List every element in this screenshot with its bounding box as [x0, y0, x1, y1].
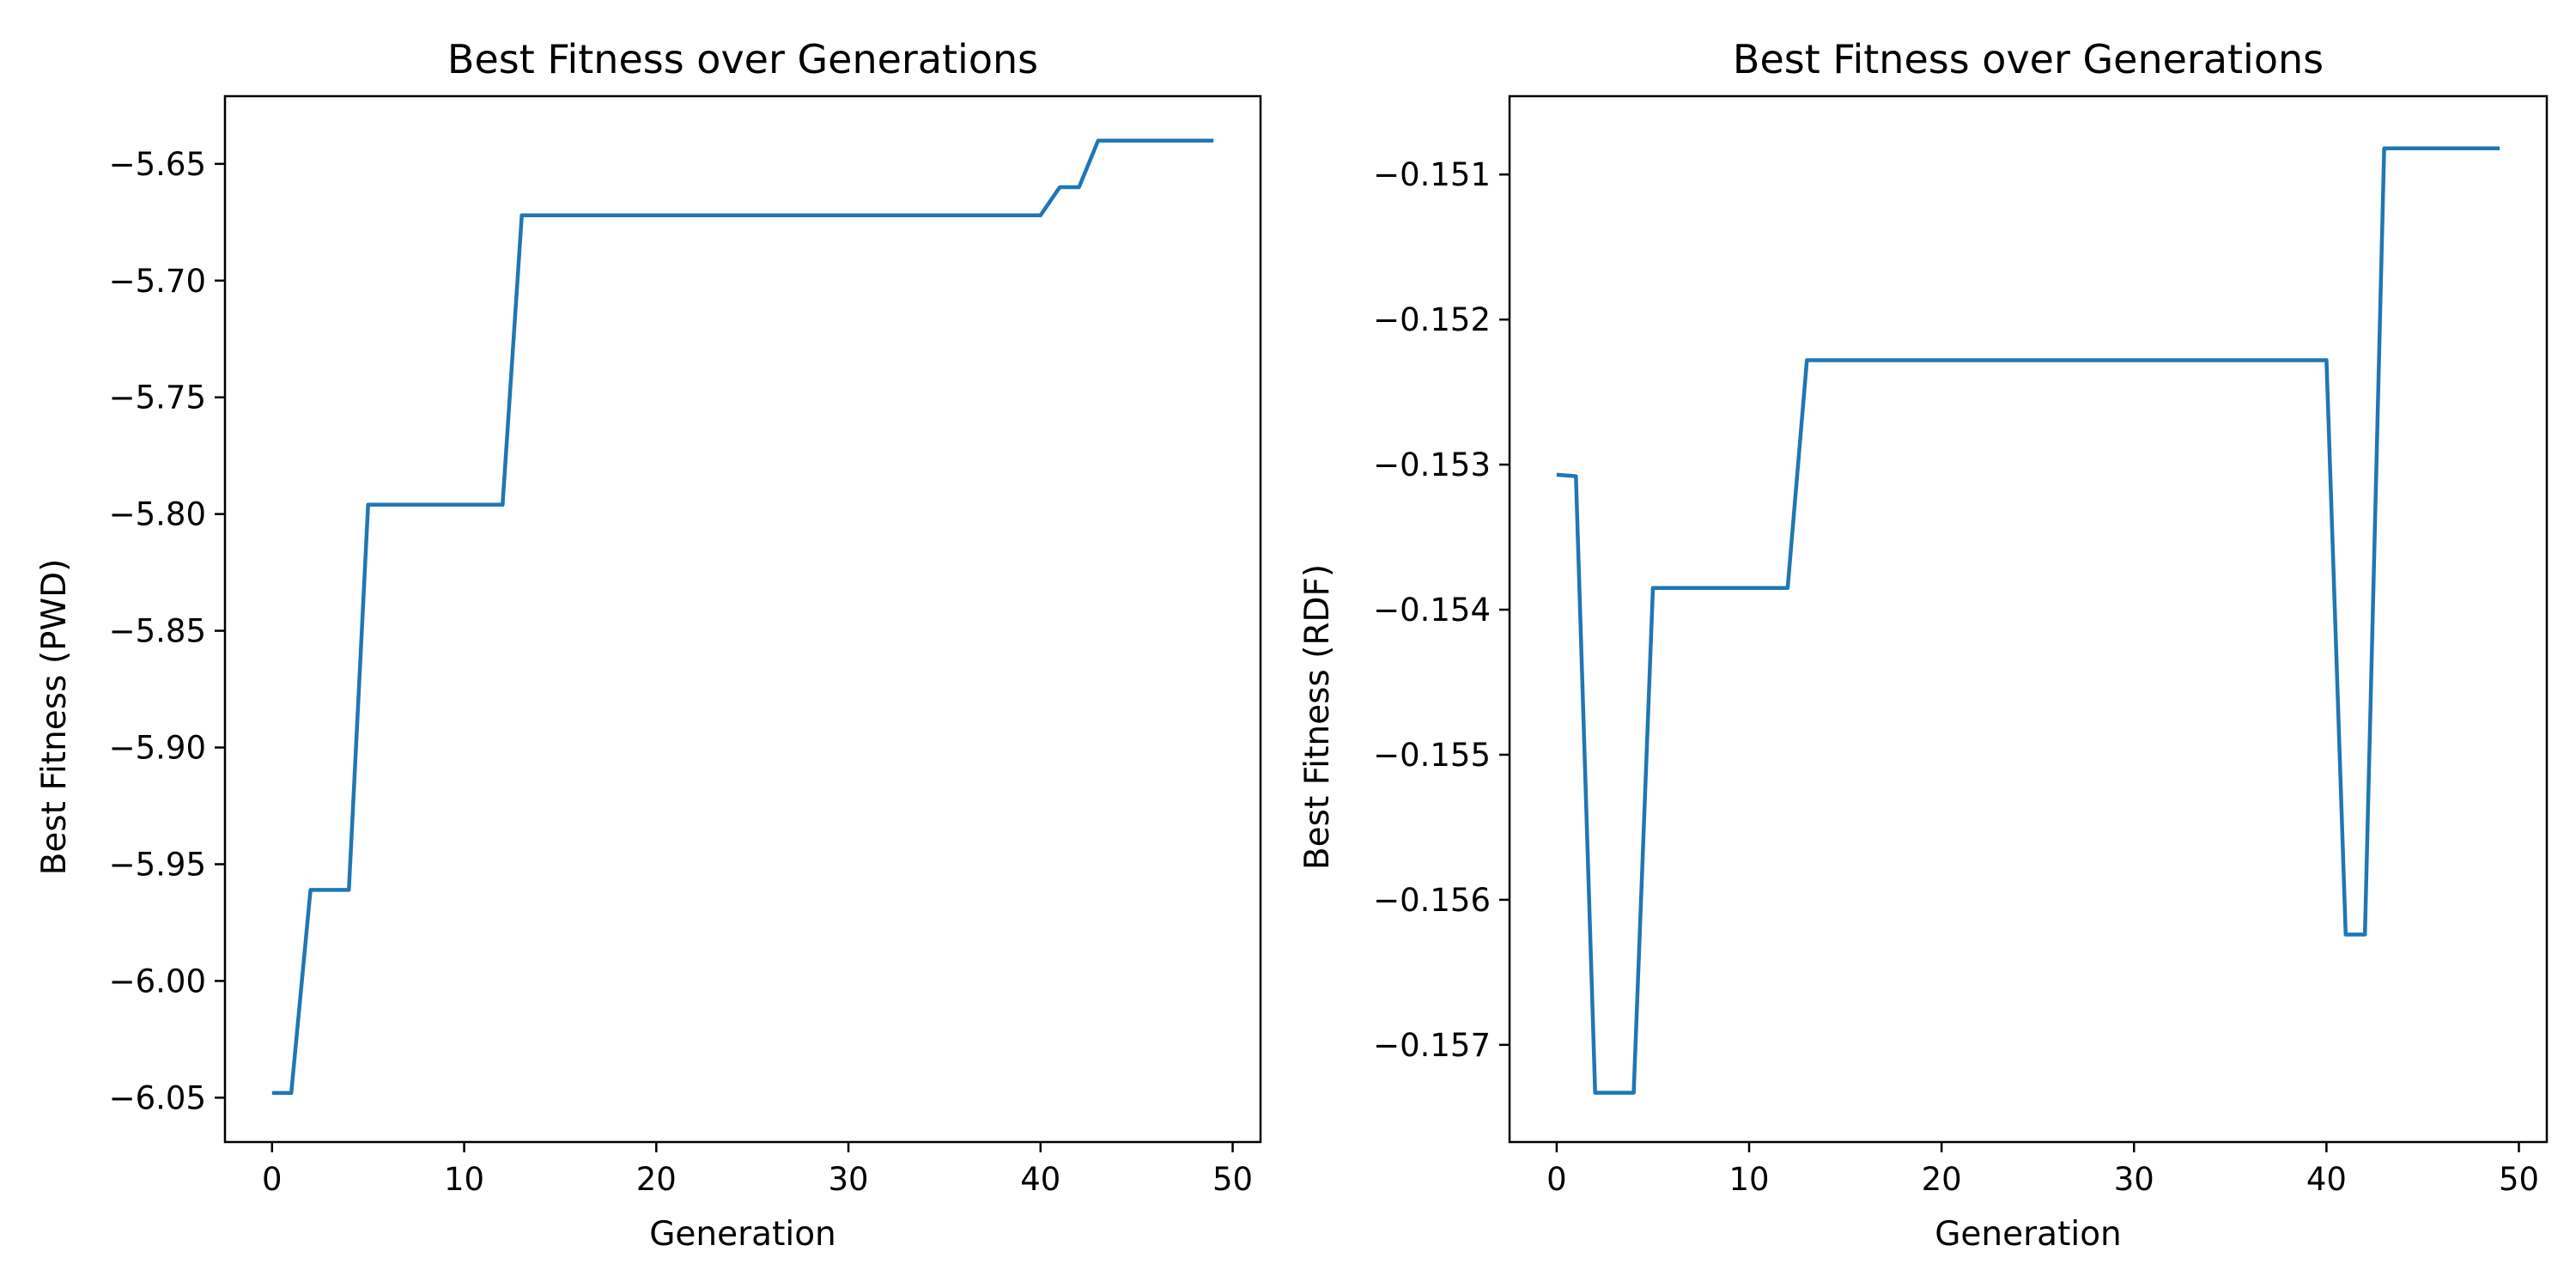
y-tick-label: −5.90	[109, 730, 206, 767]
y-tick-label: −5.65	[109, 146, 206, 183]
x-axis-label: Generation	[1935, 1215, 2122, 1254]
y-tick-label: −0.156	[1373, 882, 1491, 919]
y-tick-label: −0.157	[1373, 1027, 1491, 1064]
x-tick-label: 0	[1546, 1161, 1567, 1198]
y-tick-label: −5.75	[109, 380, 206, 416]
y-axis-label: Best Fitness (PWD)	[35, 559, 74, 876]
x-tick-label: 40	[2306, 1161, 2347, 1198]
plot-marks: 0 10 20 30 40 50 −6.05 −6.00 −5.95 −5.90 −5.85 −5.8…	[109, 138, 1253, 1198]
x-tick-label: 50	[2499, 1161, 2539, 1198]
x-tick-label: 20	[636, 1161, 677, 1198]
series-line	[1556, 146, 2500, 1095]
x-tick-label: 10	[444, 1161, 484, 1198]
y-tick-label: −0.152	[1373, 301, 1491, 338]
x-axis-label: Generation	[649, 1215, 836, 1254]
plot-marks: 0 10 20 30 40 50 −0.157 −0.156 −0.155 −0.154 −0.15…	[1373, 146, 2539, 1198]
y-tick-label: −5.85	[109, 613, 206, 650]
y-tick-label: −0.151	[1373, 156, 1491, 193]
x-tick-label: 40	[1020, 1161, 1060, 1198]
y-tick-label: −5.80	[109, 496, 206, 533]
y-tick-label: −0.154	[1373, 592, 1491, 629]
chart-panel-pwd: Best Fitness over Generations Best Fitne…	[35, 36, 1262, 1254]
x-tick-label: 50	[1212, 1161, 1253, 1198]
chart-title: Best Fitness over Generations	[447, 36, 1038, 82]
series-line	[271, 138, 1214, 1096]
y-tick-label: −5.70	[109, 263, 206, 300]
y-axis-label: Best Fitness (RDF)	[1298, 564, 1337, 870]
y-tick-label: −0.155	[1373, 737, 1491, 774]
x-tick-label: 30	[829, 1161, 869, 1198]
plot-frame	[1508, 94, 2549, 1144]
plot-frame	[223, 94, 1262, 1144]
x-tick-label: 0	[262, 1161, 283, 1198]
y-tick-label: −0.153	[1373, 447, 1491, 483]
y-tick-label: −6.00	[109, 963, 206, 999]
x-tick-label: 10	[1728, 1161, 1769, 1198]
x-tick-label: 20	[1922, 1161, 1962, 1198]
chart-panel-rdf: Best Fitness over Generations Best Fitne…	[1298, 36, 2549, 1254]
y-tick-label: −5.95	[109, 846, 206, 883]
chart-title: Best Fitness over Generations	[1733, 36, 2324, 82]
y-tick-label: −6.05	[109, 1079, 206, 1116]
x-tick-label: 30	[2114, 1161, 2154, 1198]
